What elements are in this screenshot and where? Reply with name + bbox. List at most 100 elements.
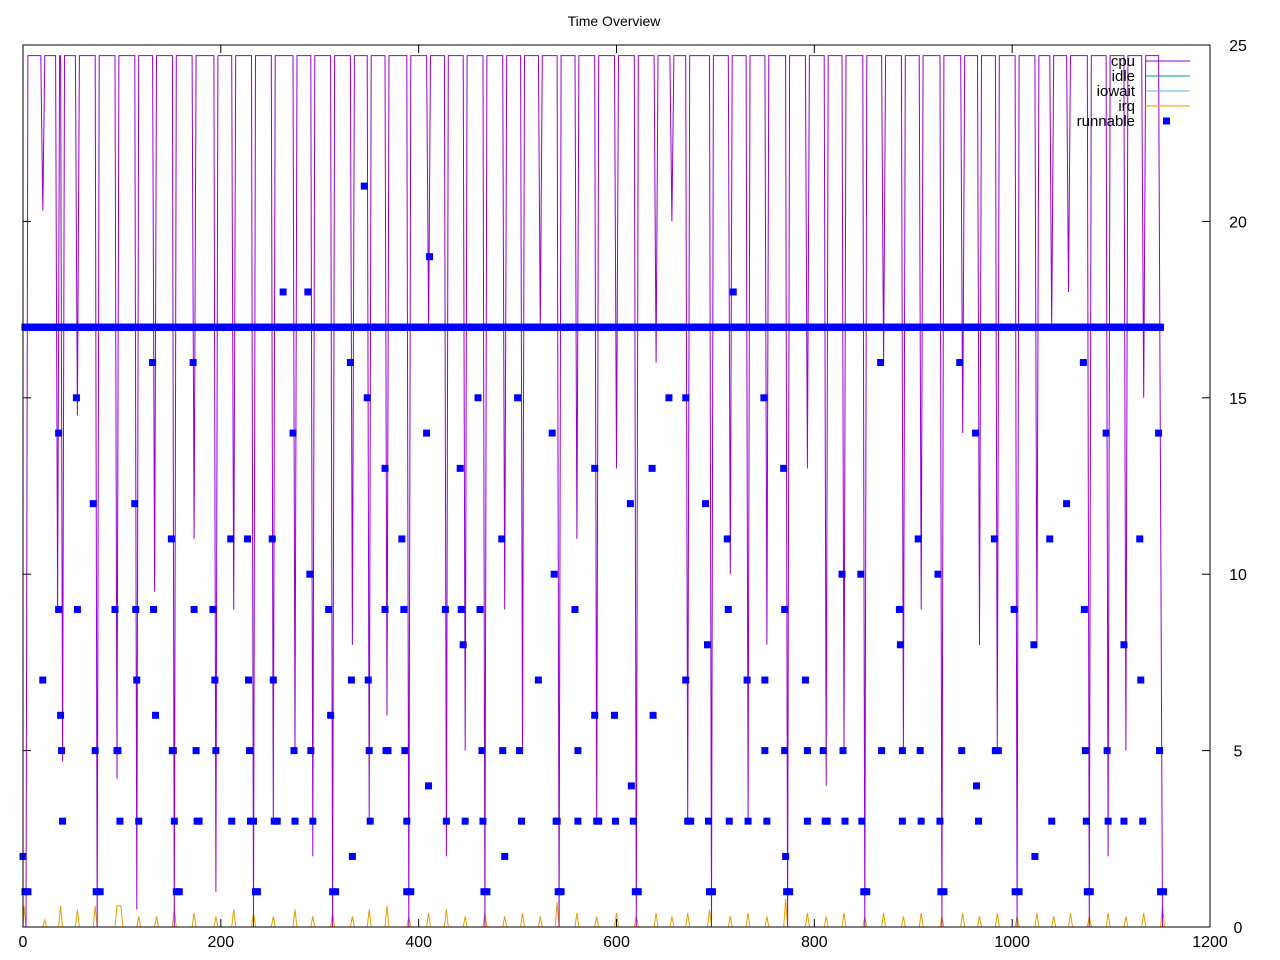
- runnable-point: [1137, 676, 1145, 684]
- runnable-point: [877, 359, 885, 367]
- runnable-point: [190, 605, 198, 613]
- runnable-point: [347, 676, 355, 684]
- runnable-point: [304, 288, 312, 296]
- runnable-point: [348, 852, 356, 860]
- runnable-point: [73, 605, 81, 613]
- runnable-point: [1120, 817, 1128, 825]
- runnable-point: [914, 535, 922, 543]
- runnable-point: [306, 570, 314, 578]
- runnable-point: [682, 394, 690, 402]
- runnable-point: [228, 817, 236, 825]
- runnable-point: [687, 817, 695, 825]
- runnable-point: [898, 817, 906, 825]
- runnable-point: [550, 570, 558, 578]
- chart-title: Time Overview: [568, 13, 662, 29]
- runnable-point: [917, 817, 925, 825]
- runnable-point: [1136, 535, 1144, 543]
- runnable-point: [55, 429, 63, 437]
- runnable-point: [407, 888, 415, 896]
- runnable-point: [1156, 747, 1164, 755]
- runnable-point: [839, 747, 847, 755]
- legend-label-runnable: runnable: [1077, 113, 1135, 130]
- runnable-point: [723, 535, 731, 543]
- runnable-point: [819, 747, 827, 755]
- runnable-point: [708, 888, 716, 896]
- runnable-point: [1079, 359, 1087, 367]
- runnable-point: [479, 817, 487, 825]
- runnable-point: [211, 676, 219, 684]
- runnable-point: [398, 535, 406, 543]
- runnable-point: [150, 605, 158, 613]
- runnable-point: [346, 359, 354, 367]
- runnable-point: [781, 605, 789, 613]
- runnable-point: [729, 288, 737, 296]
- runnable-point: [724, 605, 732, 613]
- x-tick-label: 800: [801, 934, 828, 951]
- runnable-point: [1080, 605, 1088, 613]
- runnable-point: [212, 747, 220, 755]
- runnable-point: [149, 359, 157, 367]
- runnable-point: [1015, 888, 1023, 896]
- runnable-point: [725, 817, 733, 825]
- runnable-point: [896, 641, 904, 649]
- runnable-point: [838, 570, 846, 578]
- runnable-point: [975, 817, 983, 825]
- runnable-point: [1048, 817, 1056, 825]
- runnable-point: [58, 747, 66, 755]
- runnable-point: [169, 747, 177, 755]
- runnable-point: [591, 464, 599, 472]
- runnable-point: [209, 605, 217, 613]
- runnable-point: [273, 817, 281, 825]
- runnable-point: [114, 747, 122, 755]
- runnable-point: [761, 676, 769, 684]
- runnable-point: [195, 817, 203, 825]
- runnable-point: [895, 605, 903, 613]
- axis-ticks: 0 200 400 600 800 1000 1200 0 5 10 15 20 25: [19, 38, 1247, 951]
- runnable-point: [245, 676, 253, 684]
- runnable-point: [327, 711, 335, 719]
- runnable-point: [878, 747, 886, 755]
- runnable-point: [574, 817, 582, 825]
- runnable-point: [59, 817, 67, 825]
- runnable-point: [973, 782, 981, 790]
- runnable-point: [246, 747, 254, 755]
- runnable-point: [916, 747, 924, 755]
- x-tick-label: 1000: [994, 934, 1030, 951]
- x-tick-label: 0: [19, 934, 28, 951]
- runnable-point: [501, 852, 509, 860]
- x-tick-label: 600: [603, 934, 630, 951]
- runnable-point: [1155, 429, 1163, 437]
- runnable-point: [801, 676, 809, 684]
- runnable-point: [972, 429, 980, 437]
- runnable-point: [649, 711, 657, 719]
- runnable-point: [360, 182, 368, 190]
- runnable-point: [253, 888, 261, 896]
- runnable-point: [956, 359, 964, 367]
- runnable-point: [132, 605, 140, 613]
- y-tick-label: 5: [1234, 744, 1243, 761]
- runnable-point: [958, 747, 966, 755]
- runnable-point: [934, 570, 942, 578]
- runnable-point: [516, 747, 524, 755]
- runnable-point: [189, 359, 197, 367]
- runnable-point: [629, 817, 637, 825]
- runnable-point: [682, 676, 690, 684]
- runnable-point: [135, 817, 143, 825]
- runnable-point: [803, 817, 811, 825]
- runnable-point: [611, 711, 619, 719]
- runnable-point: [403, 888, 411, 896]
- runnable-point: [227, 535, 235, 543]
- runnable-point: [483, 888, 491, 896]
- runnable-point: [332, 888, 340, 896]
- runnable-point: [591, 711, 599, 719]
- runnable-point: [1157, 323, 1165, 331]
- runnable-point: [1120, 641, 1128, 649]
- series-points-runnable: [19, 182, 1168, 896]
- y-tick-label: 25: [1229, 38, 1247, 55]
- runnable-point: [442, 817, 450, 825]
- runnable-point: [96, 888, 104, 896]
- runnable-point: [574, 747, 582, 755]
- runnable-point: [1063, 500, 1071, 508]
